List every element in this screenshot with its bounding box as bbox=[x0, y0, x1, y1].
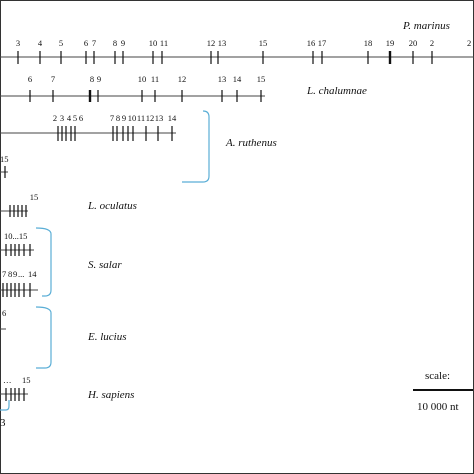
exon-label: 12 bbox=[178, 74, 187, 84]
exon-ticks bbox=[5, 244, 31, 256]
exon-label: 9 bbox=[121, 38, 125, 48]
exon-label: 18 bbox=[364, 38, 373, 48]
exon-ticks bbox=[29, 90, 262, 102]
bracket-sapiens bbox=[0, 400, 10, 411]
exon-label: 15 bbox=[257, 74, 266, 84]
exon-label: 7 bbox=[2, 269, 6, 279]
exon-label: 10 bbox=[149, 38, 158, 48]
exon-label: 8 bbox=[116, 113, 120, 123]
exon-labels: 6 7 8 9 10 11 12 13 14 15 bbox=[28, 74, 265, 84]
exon-label: 6 bbox=[2, 308, 6, 318]
exon-ticks bbox=[5, 388, 25, 401]
exon-ticks bbox=[9, 205, 27, 217]
bracket-salar bbox=[35, 227, 52, 297]
exon-label: 5 bbox=[73, 113, 77, 123]
exon-label: 6 bbox=[28, 74, 32, 84]
species-name: L. chalumnae bbox=[306, 85, 367, 97]
exon-label: 3 bbox=[60, 113, 64, 123]
exon-label: 9 bbox=[97, 74, 101, 84]
exon-label-dots: … bbox=[3, 375, 12, 385]
species-name: P. marinus bbox=[402, 20, 450, 32]
row-a-ruthenus: 2 3 4 5 6 7 8 9 10 11 12 13 14 A. ruthen… bbox=[0, 110, 277, 183]
scale-bar: scale: 10 000 nt bbox=[413, 370, 473, 413]
exon-label: 13 bbox=[155, 113, 164, 123]
exon-label: 14 bbox=[168, 113, 177, 123]
row-s-salar: 10...15 7 8 9 ... 14 S. salar bbox=[0, 227, 122, 297]
exon-label: 4 bbox=[67, 113, 72, 123]
exon-label: 2 bbox=[430, 38, 434, 48]
exon-label: 4 bbox=[38, 38, 43, 48]
exon-label: 14 bbox=[28, 269, 37, 279]
exon-labels: 7 8 9 ... 14 bbox=[2, 269, 37, 279]
exon-label: 11 bbox=[151, 74, 159, 84]
exon-label: 8 bbox=[90, 74, 94, 84]
exon-label: 12 bbox=[146, 113, 155, 123]
exon-ticks bbox=[2, 283, 31, 297]
exon-label: 13 bbox=[218, 74, 227, 84]
scale-value: 10 000 nt bbox=[417, 401, 459, 413]
exon-label: 11 bbox=[160, 38, 168, 48]
exon-label: ... bbox=[18, 269, 24, 279]
exon-label: 10 bbox=[138, 74, 147, 84]
exon-label: 11 bbox=[137, 113, 145, 123]
exon-label: 16 bbox=[307, 38, 316, 48]
exon-label: 7 bbox=[92, 38, 96, 48]
exon-label: 8 bbox=[8, 269, 12, 279]
exon-label: 3 bbox=[16, 38, 20, 48]
exon-label-truncated: 2 bbox=[467, 38, 471, 48]
scale-title: scale: bbox=[425, 370, 450, 382]
exon-ticks bbox=[17, 51, 433, 64]
row-l-chalumnae: 6 7 8 9 10 11 12 13 14 15 L. chalumnae bbox=[0, 74, 367, 102]
species-name: H. sapiens bbox=[87, 389, 134, 401]
row-h-sapiens: 15 … 3 H. sapiens bbox=[0, 375, 134, 429]
exon-label: 15 bbox=[22, 375, 31, 385]
row-p-marinus: 3 4 5 6 7 8 9 10 11 12 13 15 16 17 18 19… bbox=[0, 20, 474, 64]
exon-label: 8 bbox=[113, 38, 117, 48]
exon-label: 12 bbox=[207, 38, 216, 48]
exon-label: 10 bbox=[128, 113, 137, 123]
exon-label: 3 bbox=[0, 417, 6, 429]
exon-label: 2 bbox=[53, 113, 57, 123]
exon-label: 6 bbox=[79, 113, 83, 123]
exon-label: 15 bbox=[0, 154, 9, 164]
exon-label: 14 bbox=[233, 74, 242, 84]
species-name: S. salar bbox=[88, 259, 122, 271]
exon-labels: 3 4 5 6 7 8 9 10 11 12 13 15 16 17 18 19… bbox=[16, 38, 434, 48]
row-e-lucius: 6 E. lucius bbox=[0, 306, 127, 369]
exon-label: 17 bbox=[318, 38, 327, 48]
exon-label: 7 bbox=[51, 74, 55, 84]
exon-label: 6 bbox=[84, 38, 88, 48]
exon-labels: 2 3 4 5 6 7 8 9 10 11 12 13 14 bbox=[53, 113, 177, 123]
exon-label: 9 bbox=[122, 113, 126, 123]
exon-label: 19 bbox=[386, 38, 395, 48]
species-name: E. lucius bbox=[87, 331, 127, 343]
row-l-oculatus: 15 15 L. oculatus bbox=[0, 154, 137, 217]
exon-label: 15 bbox=[30, 192, 39, 202]
exon-label: 9 bbox=[13, 269, 17, 279]
exon-label: 15 bbox=[259, 38, 268, 48]
species-name: L. oculatus bbox=[87, 200, 137, 212]
bracket-lucius bbox=[35, 306, 52, 369]
exon-label: 5 bbox=[59, 38, 63, 48]
exon-ticks bbox=[57, 126, 173, 141]
exon-label: 10...15 bbox=[4, 231, 27, 241]
species-name: A. ruthenus bbox=[225, 137, 277, 149]
exon-label: 13 bbox=[218, 38, 227, 48]
exon-label: 7 bbox=[110, 113, 114, 123]
bracket-ruthenus bbox=[182, 110, 210, 183]
exon-label: 20 bbox=[409, 38, 418, 48]
